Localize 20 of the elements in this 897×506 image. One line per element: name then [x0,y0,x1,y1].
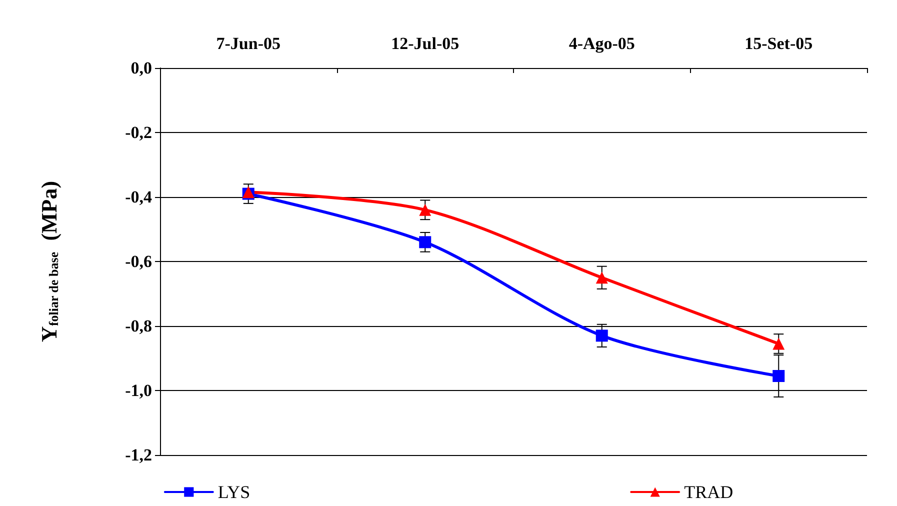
legend-label: TRAD [684,482,734,502]
point [596,272,608,284]
point [419,236,432,248]
y-tick-label: -1,0 [125,381,152,400]
x-tick-label: 15-Set-05 [744,34,813,53]
x-tick-label: 4-Ago-05 [568,34,635,53]
y-tick-label: -1,2 [125,446,152,464]
x-tick-label: 12-Jul-05 [391,34,460,53]
y-tick-label: -0,6 [125,252,152,271]
x-tick-label: 7-Jun-05 [216,34,280,53]
y-tick-label: -0,2 [125,123,152,142]
point [419,204,432,216]
y-axis-title: Yfoliar de base (MPa) [36,180,62,342]
point [772,370,785,382]
y-tick-label: -0,8 [125,316,152,336]
point [596,330,608,342]
legend-label: LYS [218,482,250,502]
y-tick-label: 0,0 [130,58,152,78]
y-tick-label: -0,4 [125,188,152,206]
point [772,338,785,350]
